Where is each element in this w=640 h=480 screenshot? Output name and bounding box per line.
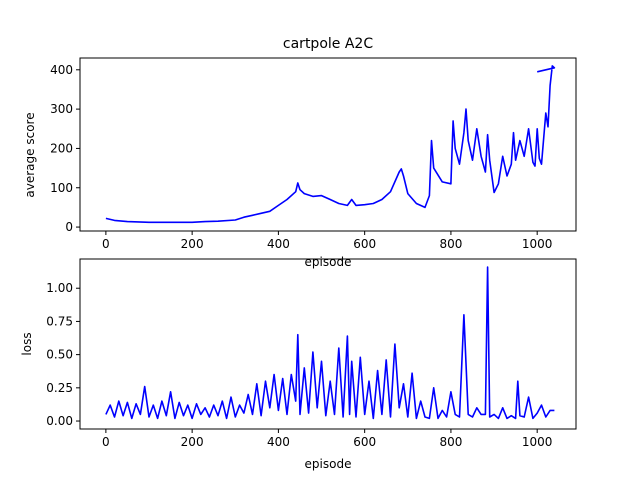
loss-ytick-label: 0.00 bbox=[46, 414, 73, 428]
loss-xtick-label: 200 bbox=[181, 435, 204, 449]
loss-xtick-label: 600 bbox=[353, 435, 376, 449]
score-xlabel: episode bbox=[305, 255, 352, 269]
loss-xtick-label: 800 bbox=[439, 435, 462, 449]
loss-ytick-label: 0.50 bbox=[46, 348, 73, 362]
loss-xlabel: episode bbox=[305, 457, 352, 471]
score-ticks: 0 200 400 600 800 1000 0 100 200 300 400 bbox=[50, 63, 552, 251]
score-ytick-label: 100 bbox=[50, 181, 73, 195]
loss-subplot: 0 200 400 600 800 1000 0.00 0.25 0.50 0.75 1.00 ep… bbox=[20, 258, 577, 471]
loss-series-line bbox=[105, 266, 555, 420]
loss-ytick-label: 1.00 bbox=[46, 281, 73, 295]
loss-ylabel: loss bbox=[20, 332, 34, 355]
score-ytick-label: 0 bbox=[65, 220, 73, 234]
loss-xtick-label: 400 bbox=[267, 435, 290, 449]
score-xtick-label: 200 bbox=[181, 237, 204, 251]
score-subplot: cartpole A2C 0 200 400 600 800 1000 0 100 200 300… bbox=[23, 36, 577, 269]
score-xtick-label: 1000 bbox=[522, 237, 553, 251]
score-xtick-label: 400 bbox=[267, 237, 290, 251]
chart-title: cartpole A2C bbox=[283, 36, 373, 52]
score-xtick-label: 800 bbox=[439, 237, 462, 251]
loss-xtick-label: 0 bbox=[102, 435, 110, 449]
score-xtick-label: 600 bbox=[353, 237, 376, 251]
loss-ytick-label: 0.75 bbox=[46, 314, 73, 328]
score-ytick-label: 400 bbox=[50, 63, 73, 77]
score-ytick-label: 300 bbox=[50, 102, 73, 116]
loss-ytick-label: 0.25 bbox=[46, 381, 73, 395]
score-xtick-label: 0 bbox=[102, 237, 110, 251]
score-series-line bbox=[105, 65, 556, 224]
loss-ticks: 0 200 400 600 800 1000 0.00 0.25 0.50 0.75 1.00 bbox=[46, 281, 552, 449]
score-ytick-label: 200 bbox=[50, 141, 73, 155]
loss-axes-frame bbox=[79, 258, 577, 430]
score-ylabel: average score bbox=[23, 112, 37, 197]
score-axes-frame bbox=[79, 57, 577, 232]
loss-xtick-label: 1000 bbox=[522, 435, 553, 449]
